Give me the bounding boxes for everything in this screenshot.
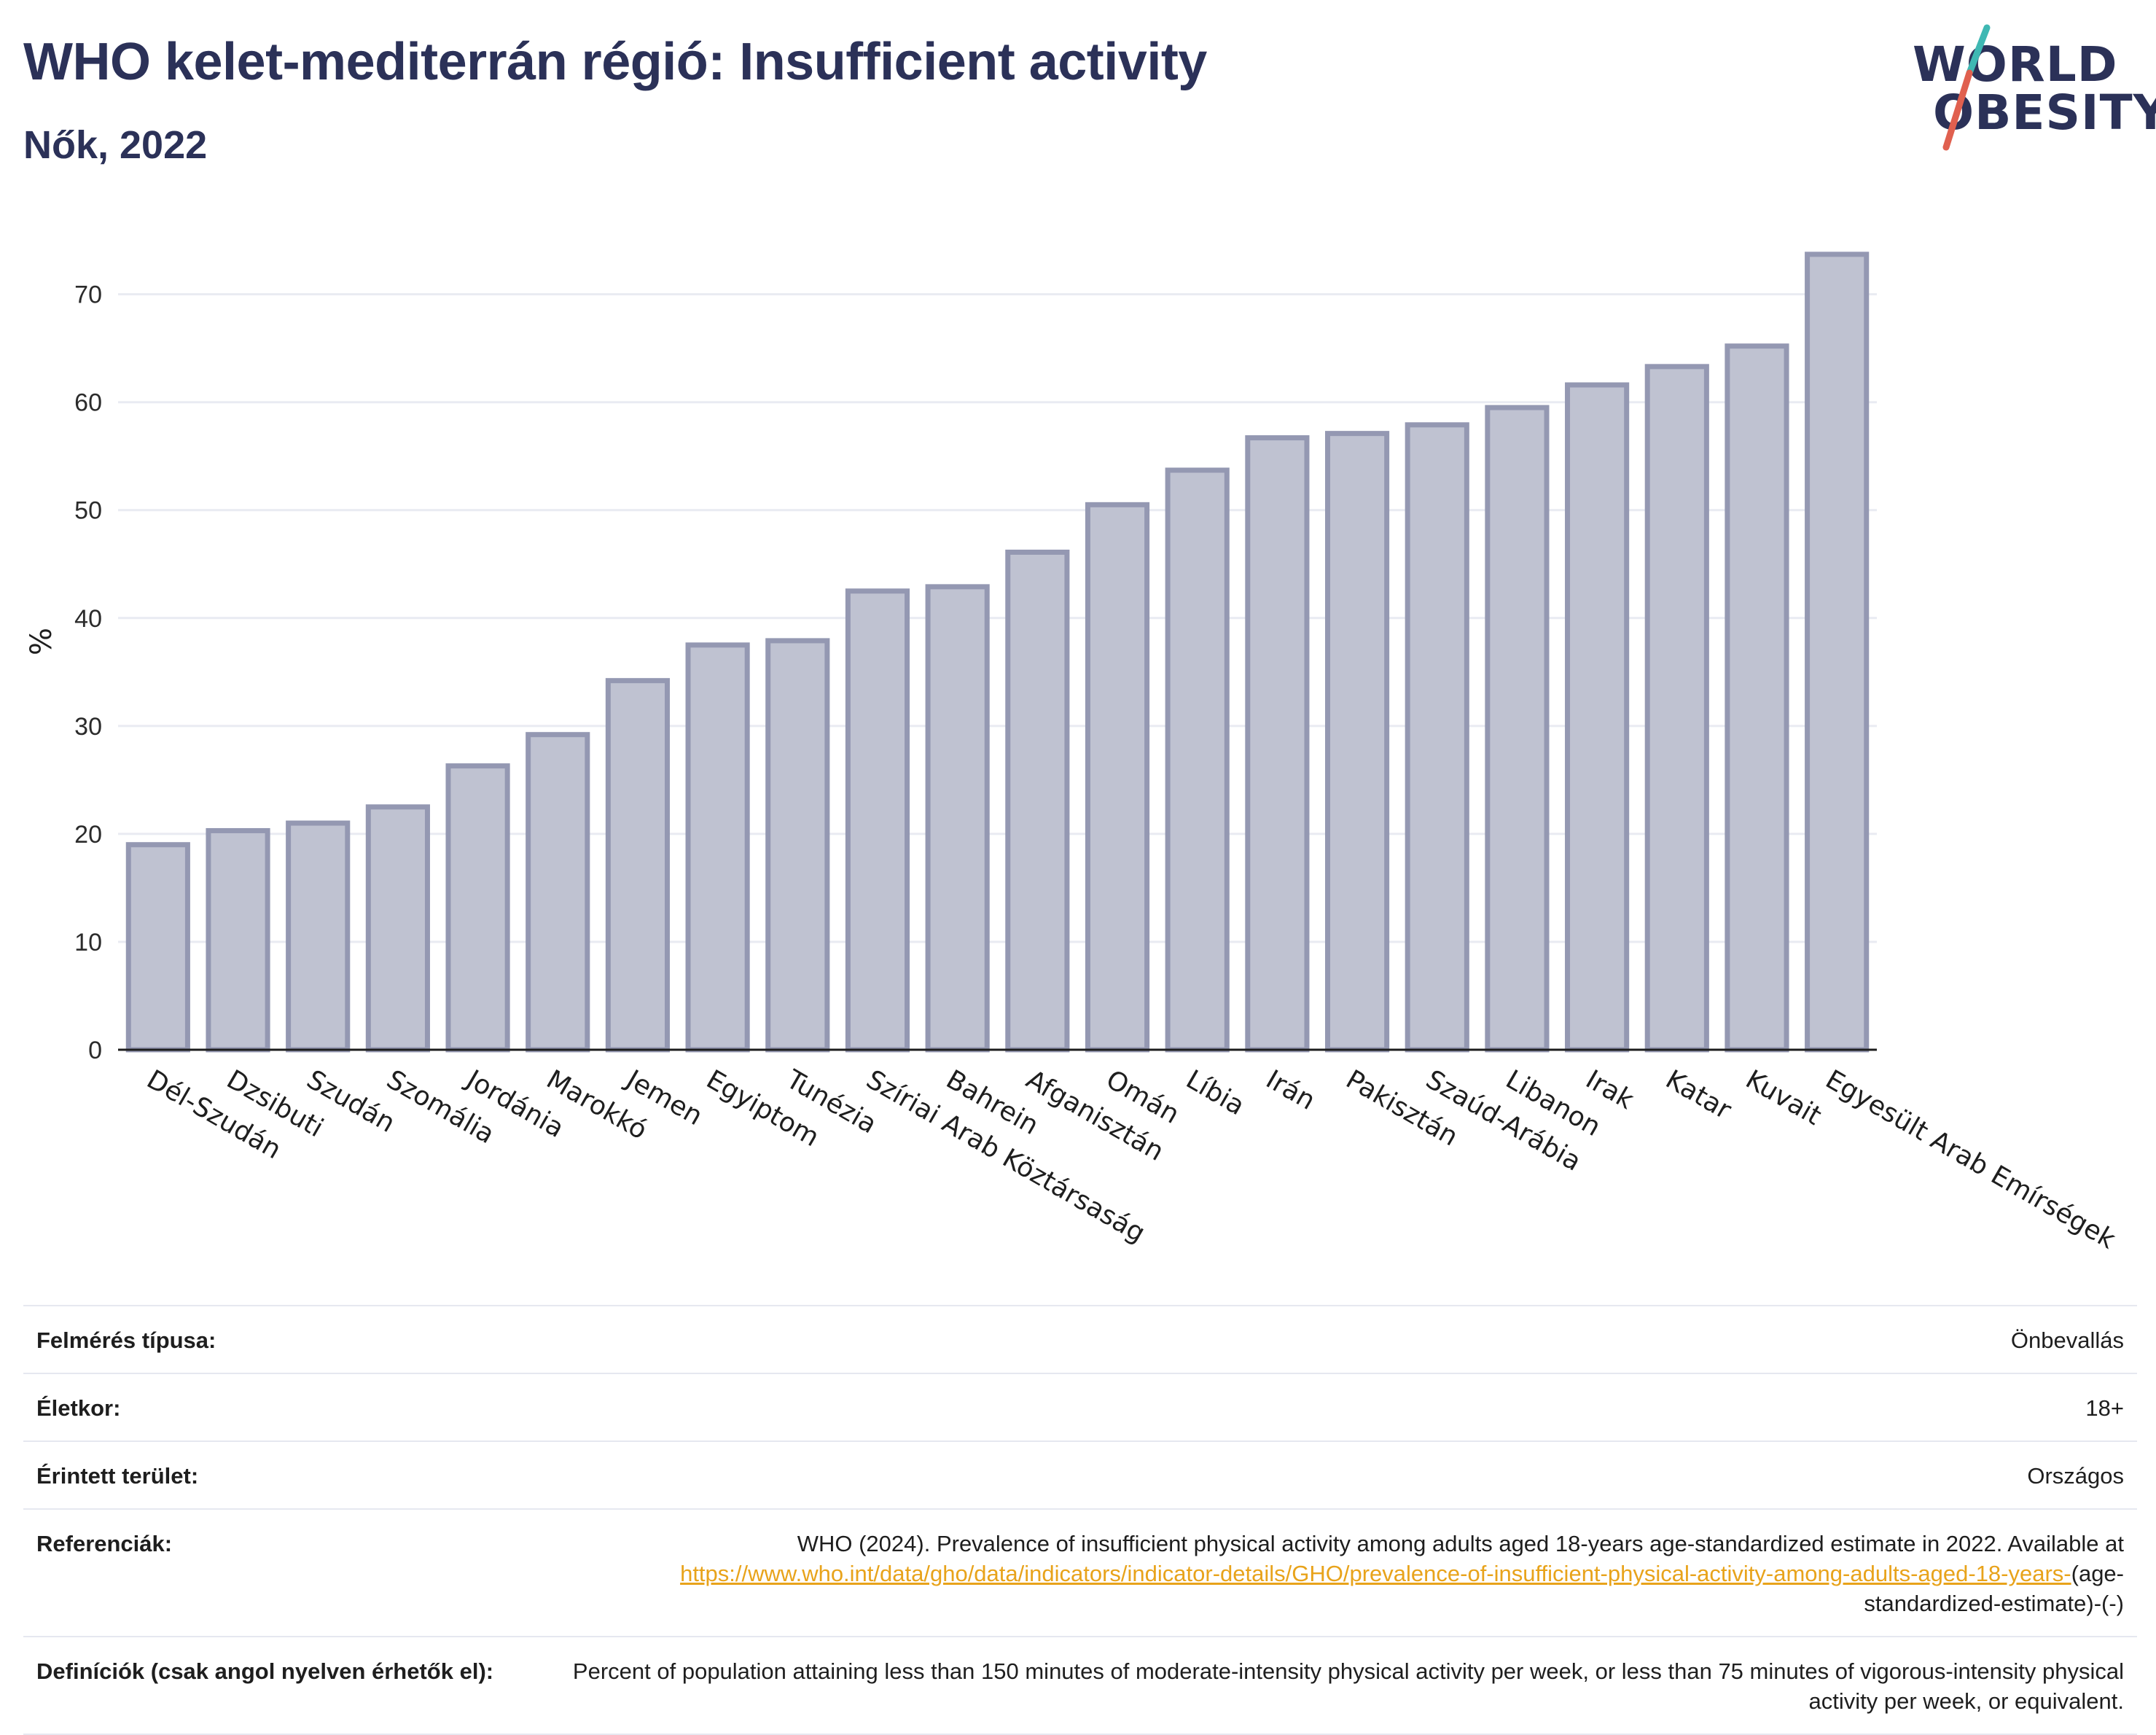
reference-text: WHO (2024). Prevalence of insufficient p… <box>797 1531 2124 1556</box>
reference-text-suffix: (age-standardized-estimate)-(-) <box>1864 1561 2124 1616</box>
meta-label: Életkor: <box>36 1395 121 1421</box>
logo-slash-icon <box>1942 24 1991 151</box>
y-tick-label: 30 <box>74 713 102 741</box>
y-tick-label: 40 <box>74 605 102 633</box>
bar <box>1324 431 1390 1053</box>
meta-value: 18+ <box>2085 1395 2124 1421</box>
x-tick-label: Egyesült Arab Emírségek <box>1821 1064 2121 1255</box>
logo-line-1: WORLD <box>1913 36 2118 93</box>
bar <box>1405 422 1469 1053</box>
meta-value: Percent of population attaining less tha… <box>572 1658 2124 1714</box>
y-tick-label: 0 <box>88 1037 102 1064</box>
meta-value: WHO (2024). Prevalence of insufficient p… <box>564 1529 2124 1618</box>
bar <box>845 588 910 1053</box>
page-title: WHO kelet-mediterrán régió: Insufficient… <box>23 33 1207 91</box>
bar <box>605 678 671 1053</box>
y-tick-label: 70 <box>74 281 102 309</box>
bar <box>925 584 990 1053</box>
bar <box>1085 502 1150 1053</box>
bar <box>445 763 510 1053</box>
x-tick-label: Irán <box>1261 1064 1320 1116</box>
bars <box>125 252 1870 1053</box>
meta-label: Érintett terület: <box>36 1463 199 1489</box>
x-tick-label: Líbia <box>1181 1064 1249 1121</box>
bar <box>206 827 270 1053</box>
bar <box>1485 405 1550 1053</box>
meta-label: Referenciák: <box>36 1531 173 1556</box>
reference-link[interactable]: https://www.who.int/data/gho/data/indica… <box>680 1561 2071 1586</box>
bar <box>365 804 430 1053</box>
bar <box>765 638 830 1053</box>
world-obesity-logo: WORLD OBESITY <box>1895 22 2156 160</box>
meta-row-definitions: Definíciók (csak angol nyelven érhetők e… <box>23 1636 2137 1735</box>
y-tick-label: 20 <box>74 821 102 849</box>
meta-value: Országos <box>2027 1463 2124 1489</box>
y-tick-label: 60 <box>74 389 102 417</box>
y-tick-label: 10 <box>74 929 102 956</box>
page-subtitle: Nők, 2022 <box>23 123 208 167</box>
y-tick-label: 50 <box>74 497 102 525</box>
bar <box>1005 549 1070 1053</box>
y-tick-labels: 0 10 20 30 40 50 60 70 <box>74 281 102 1064</box>
bar <box>1245 435 1310 1053</box>
meta-value: Önbevallás <box>2010 1327 2124 1353</box>
bar <box>1725 343 1789 1053</box>
meta-row-references: Referenciák: WHO (2024). Prevalence of i… <box>23 1508 2137 1636</box>
meta-row-age: Életkor: 18+ <box>23 1373 2137 1440</box>
bar <box>1644 364 1709 1053</box>
meta-row-survey-type: Felmérés típusa: Önbevallás <box>23 1305 2137 1373</box>
bar <box>685 642 750 1053</box>
bar <box>125 842 190 1053</box>
y-axis-label: % <box>25 628 58 655</box>
bar <box>526 732 590 1053</box>
meta-label: Felmérés típusa: <box>36 1327 216 1353</box>
bar-chart: 0 10 20 30 40 50 60 70 Dél-SzudánDzsibutiSzudán… <box>25 252 2120 1255</box>
logo-line-2: OBESITY <box>1933 85 2156 141</box>
x-tick-label: Kuvait <box>1741 1064 1827 1131</box>
bar <box>286 820 351 1053</box>
meta-label: Definíciók (csak angol nyelven érhetők e… <box>36 1658 494 1684</box>
bar <box>1165 467 1230 1053</box>
meta-row-area: Érintett terület: Országos <box>23 1440 2137 1508</box>
bar <box>1805 252 1870 1053</box>
metadata-table: Felmérés típusa: Önbevallás Életkor: 18+… <box>23 1305 2137 1735</box>
x-tick-label: Katar <box>1660 1064 1736 1126</box>
bar <box>1565 382 1630 1053</box>
x-tick-labels: Dél-SzudánDzsibutiSzudánSzomáliaJordánia… <box>141 1064 2120 1255</box>
